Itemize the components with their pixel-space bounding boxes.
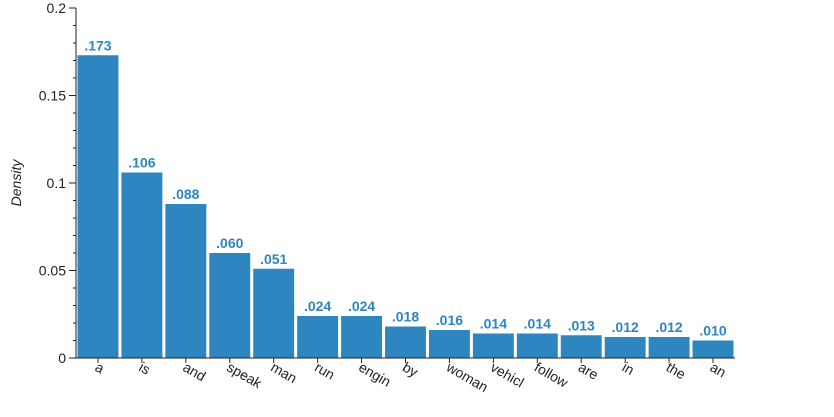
data-label-an: .010 — [699, 323, 726, 339]
y-tick-label: 0.2 — [47, 0, 67, 16]
data-label-run: .024 — [304, 298, 331, 314]
bar-are — [560, 335, 602, 358]
bar-and — [165, 204, 207, 358]
y-tick-label: 0.15 — [39, 88, 66, 104]
x-tick-label: follow — [532, 359, 572, 391]
data-label-by: .018 — [392, 309, 419, 325]
bar-an — [692, 340, 734, 358]
data-label-woman: .016 — [436, 312, 463, 328]
bar-vehicl — [472, 333, 514, 358]
x-tick-label: speak — [224, 359, 265, 392]
data-label-and: .088 — [172, 186, 199, 202]
bar-run — [297, 316, 339, 358]
data-label-is: .106 — [128, 155, 155, 171]
y-tick-label: 0.1 — [47, 175, 67, 191]
bar-follow — [516, 333, 558, 358]
data-label-engin: .024 — [348, 298, 375, 314]
bar-is — [121, 172, 163, 358]
x-tick-label: run — [312, 359, 338, 383]
x-tick-label: in — [620, 359, 637, 378]
data-label-the: .012 — [655, 319, 682, 335]
data-labels-group: .173 .106 .088 .060 .051 .024 .024 .018 .016 .014… — [84, 37, 727, 338]
bar-in — [604, 337, 646, 358]
y-tick-label: 0 — [58, 350, 66, 366]
x-tick-label: and — [180, 359, 208, 385]
x-tick-label: woman — [443, 358, 491, 395]
data-label-man: .051 — [260, 251, 287, 267]
bar-speak — [209, 253, 251, 358]
bars-group — [77, 55, 734, 358]
data-label-in: .012 — [612, 319, 639, 335]
data-label-speak: .060 — [216, 235, 243, 251]
x-tick-label: vehicl — [488, 359, 527, 391]
x-tick-label: engin — [356, 359, 394, 390]
bar-a — [77, 55, 119, 358]
bar-the — [648, 337, 690, 358]
x-tick-label: an — [708, 359, 729, 381]
x-tick-label: is — [136, 359, 153, 378]
y-axis: 0 0.05 0.1 0.15 0.2 — [39, 0, 77, 366]
data-label-follow: .014 — [524, 316, 551, 332]
data-label-are: .013 — [568, 317, 595, 333]
data-label-vehicl: .014 — [480, 316, 507, 332]
bar-woman — [428, 330, 470, 358]
x-tick-label: by — [400, 359, 421, 380]
y-tick-label: 0.05 — [39, 263, 66, 279]
x-tick-label: are — [576, 359, 602, 383]
bar-by — [385, 326, 426, 358]
x-tick-label: the — [664, 359, 689, 383]
x-tick-label: man — [268, 359, 300, 386]
y-axis-title: Density — [8, 159, 24, 207]
data-label-a: .173 — [84, 37, 111, 53]
bar-engin — [341, 316, 383, 358]
bar-man — [253, 268, 295, 358]
x-tick-label: a — [92, 359, 107, 377]
